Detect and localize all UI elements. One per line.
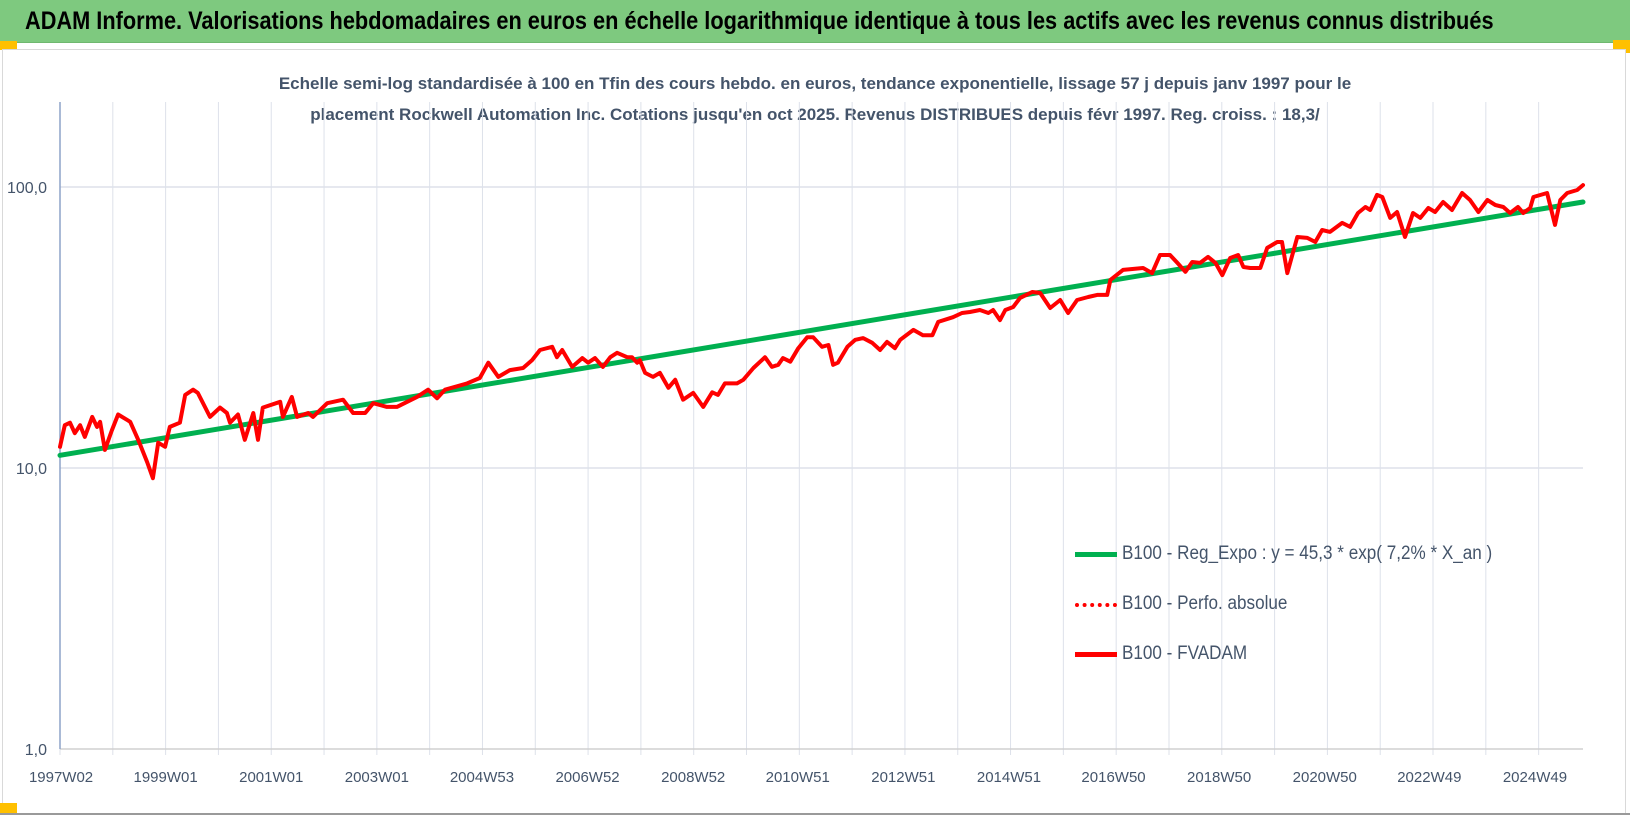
x-tick-label: 1997W02: [29, 769, 93, 786]
chart-frame: [2, 49, 1626, 814]
x-tick-label: 2008W52: [661, 769, 725, 786]
legend-swatch-red-dotted: [1075, 603, 1117, 607]
legend-swatch-green-line: [1075, 552, 1117, 557]
x-tick-label: 2003W01: [345, 769, 409, 786]
y-tick-label: 1,0: [25, 742, 47, 759]
legend-label: B100 - Perfo. absolue: [1122, 593, 1288, 614]
x-tick-label: 2004W53: [450, 769, 514, 786]
chart-title-line-2: placement Rockwell Automation Inc. Cotat…: [310, 105, 1320, 124]
x-tick-label: 2022W49: [1397, 769, 1461, 786]
x-tick-label: 2018W50: [1187, 769, 1251, 786]
legend-item-perfo-absolue: B100 - Perfo. absolue: [1075, 590, 1575, 620]
report-title: ADAM Informe. Valorisations hebdomadaire…: [25, 7, 1494, 35]
x-tick-label: 2012W51: [871, 769, 935, 786]
bottom-border: [0, 813, 1630, 815]
chart-title-line-1: Echelle semi-log standardisée à 100 en T…: [278, 74, 1352, 93]
y-tick-label: 10,0: [16, 461, 47, 478]
report-header: ADAM Informe. Valorisations hebdomadaire…: [0, 0, 1630, 43]
regression-line: [57, 199, 1586, 458]
y-tick-label: 100,0: [7, 180, 47, 197]
x-tick-label: 2020W50: [1293, 769, 1357, 786]
x-tick-label: 2006W52: [555, 769, 619, 786]
legend-swatch-red-line: [1075, 652, 1117, 657]
fvadam-line: [58, 183, 1585, 481]
x-tick-label: 2014W51: [977, 769, 1041, 786]
corner-marker-top-left: [0, 41, 17, 50]
legend-label: B100 - FVADAM: [1122, 643, 1248, 664]
x-tick-label: 2016W50: [1081, 769, 1145, 786]
legend-item-fvadam: B100 - FVADAM: [1075, 640, 1575, 670]
legend-item-regression: B100 - Reg_Expo : y = 45,3 * exp( 7,2% *…: [1075, 540, 1575, 570]
legend-label: B100 - Reg_Expo : y = 45,3 * exp( 7,2% *…: [1122, 543, 1493, 564]
x-tick-label: 2024W49: [1503, 769, 1567, 786]
corner-marker-bottom-left: [0, 803, 17, 813]
x-tick-label: 1999W01: [134, 769, 198, 786]
x-tick-label: 2010W51: [766, 769, 830, 786]
x-tick-label: 2001W01: [239, 769, 303, 786]
